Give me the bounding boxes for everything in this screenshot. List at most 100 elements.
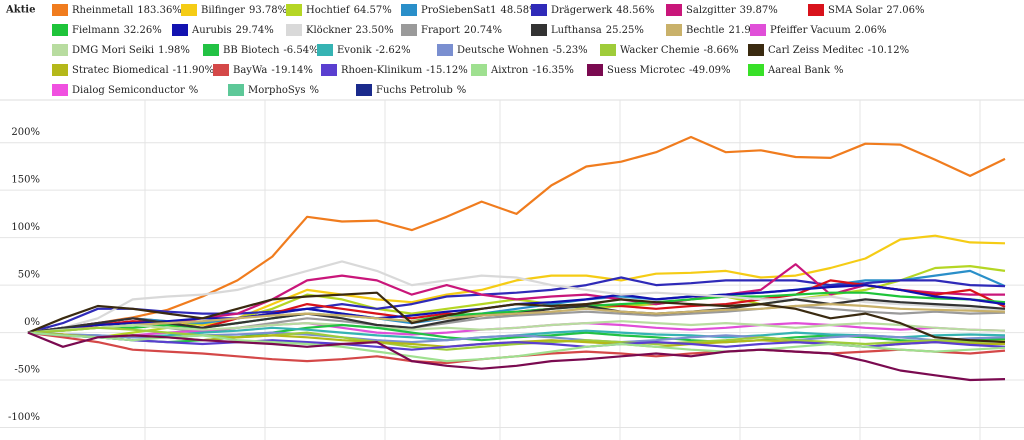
legend-label: Stratec Biomedical -11.90% [72, 65, 214, 76]
legend-swatch [587, 64, 603, 76]
legend-swatch [321, 64, 337, 76]
legend-item: Lufthansa 25.25% [531, 24, 644, 36]
legend-label: Wacker Chemie -8.66% [620, 45, 739, 56]
legend-label: Fielmann 32.26% [72, 25, 162, 36]
legend-item: Aixtron -16.35% [471, 64, 574, 76]
legend-label: Drägerwerk 48.56% [551, 5, 654, 16]
legend-name: Fielmann [72, 25, 120, 36]
series-line [27, 291, 1006, 344]
series-line [27, 320, 1006, 334]
legend-swatch [808, 4, 824, 16]
legend-change: % [310, 85, 320, 96]
legend-item: Dialog Semiconductor% [52, 84, 198, 96]
series-line [27, 135, 1006, 334]
legend-label: MorphoSys% [248, 85, 319, 96]
legend-change: 39.87% [740, 5, 778, 16]
legend-change: 1.98% [158, 45, 190, 56]
legend-item: Evonik -2.62% [317, 44, 411, 56]
legend-name: Aurubis [191, 25, 232, 36]
legend-name: Aixtron [490, 65, 529, 76]
legend-change: -15.12% [426, 65, 468, 76]
legend-label: Hochtief 64.57% [306, 5, 392, 16]
legend-label: Aixtron -16.35% [490, 65, 574, 76]
legend-item: Bechtle 21.99% [666, 24, 767, 36]
legend-item: ProSiebenSat1 48.58% [401, 4, 539, 16]
legend-label: Fuchs Petrolub% [376, 85, 466, 96]
series-line [27, 303, 1006, 334]
legend-change: 32.26% [124, 25, 162, 36]
legend-name: Fraport [421, 25, 460, 36]
legend-label: ProSiebenSat1 48.58% [421, 5, 539, 16]
legend-item: Bilfinger 93.78% [181, 4, 287, 16]
series-line [27, 331, 1006, 382]
legend-swatch [437, 44, 453, 56]
legend-swatch [317, 44, 333, 56]
legend-swatch [52, 4, 68, 16]
legend-swatch [172, 24, 188, 36]
legend-swatch [531, 24, 547, 36]
legend-change: -49.09% [689, 65, 731, 76]
legend-swatch [286, 24, 302, 36]
legend-swatch [401, 24, 417, 36]
legend-name: BayWa [233, 65, 267, 76]
legend-name: Drägerwerk [551, 5, 613, 16]
legend-label: BB Biotech -6.54% [223, 45, 319, 56]
legend-name: Rheinmetall [72, 5, 133, 16]
legend-swatch [286, 4, 302, 16]
legend-label: Rheinmetall 183.36% [72, 5, 182, 16]
legend-swatch [213, 64, 229, 76]
legend-change: 27.06% [886, 5, 924, 16]
series-line [27, 276, 1006, 334]
legend-name: DMG Mori Seiki [72, 45, 154, 56]
legend-swatch [203, 44, 219, 56]
legend-item: Hochtief 64.57% [286, 4, 392, 16]
y-tick-label: -50% [14, 365, 40, 376]
legend-name: Bechtle [686, 25, 725, 36]
legend-name: Bilfinger [201, 5, 245, 16]
legend-name: Lufthansa [551, 25, 602, 36]
legend-label: Carl Zeiss Meditec -10.12% [768, 45, 909, 56]
legend-name: ProSiebenSat1 [421, 5, 496, 16]
legend-item: Aareal Bank% [748, 64, 844, 76]
legend-item: Fuchs Petrolub% [356, 84, 466, 96]
legend-item: SMA Solar 27.06% [808, 4, 924, 16]
legend-name: Suess Microtec [607, 65, 685, 76]
legend-change: -8.66% [704, 45, 739, 56]
legend-label: Klöckner 23.50% [306, 25, 394, 36]
legend-label: Fraport 20.74% [421, 25, 502, 36]
legend-name: Klöckner [306, 25, 352, 36]
legend-swatch [750, 24, 766, 36]
legend-label: Bechtle 21.99% [686, 25, 767, 36]
legend-change: 64.57% [354, 5, 392, 16]
legend-name: Deutsche Wohnen [457, 45, 549, 56]
legend-label: Lufthansa 25.25% [551, 25, 644, 36]
legend-item: Rheinmetall 183.36% [52, 4, 182, 16]
legend-change: 21.99% [728, 25, 766, 36]
legend-item: BB Biotech -6.54% [203, 44, 319, 56]
legend-name: Hochtief [306, 5, 351, 16]
legend-item: Klöckner 23.50% [286, 24, 394, 36]
legend-item: MorphoSys% [228, 84, 319, 96]
legend-label: Dialog Semiconductor% [72, 85, 198, 96]
legend-name: MorphoSys [248, 85, 306, 96]
legend-item: Deutsche Wohnen -5.23% [437, 44, 588, 56]
legend-swatch [600, 44, 616, 56]
series-line [27, 331, 1006, 363]
legend-change: -16.35% [532, 65, 574, 76]
y-tick-label: 150% [11, 175, 40, 186]
series-line [27, 326, 1006, 351]
legend-item: Stratec Biomedical -11.90% [52, 64, 214, 76]
legend-change: 20.74% [464, 25, 502, 36]
legend-name: Rhoen-Klinikum [341, 65, 423, 76]
legend-label: Aareal Bank% [767, 65, 844, 76]
legend-header: Aktie [5, 5, 35, 16]
legend-label: Aurubis 29.74% [191, 25, 274, 36]
legend-item: Aurubis 29.74% [172, 24, 274, 36]
legend-name: Dialog Semiconductor [72, 85, 185, 96]
legend-swatch [748, 44, 764, 56]
legend-change: % [834, 65, 844, 76]
legend-label: Suess Microtec -49.09% [607, 65, 731, 76]
legend-name: Stratec Biomedical [72, 65, 169, 76]
legend-label: Pfeiffer Vacuum 2.06% [770, 25, 887, 36]
legend-swatch [181, 4, 197, 16]
